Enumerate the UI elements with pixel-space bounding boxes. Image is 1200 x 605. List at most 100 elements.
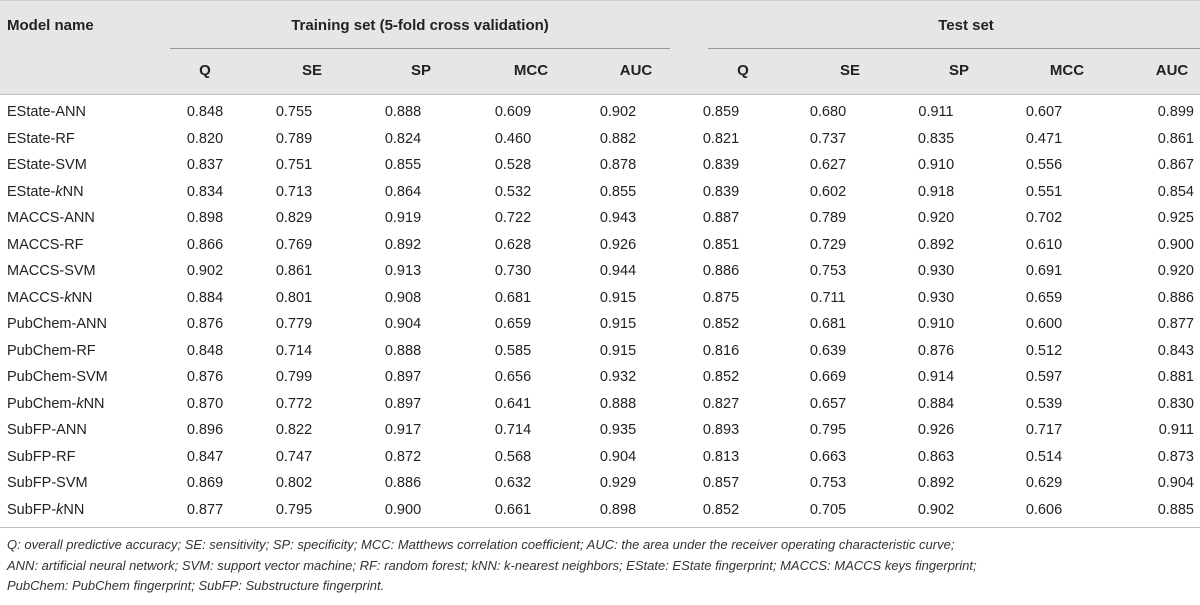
test-metric-cell: 0.839 <box>702 157 740 174</box>
header-train-se: SE <box>301 62 323 79</box>
train-metric-cell: 0.876 <box>186 316 224 333</box>
test-metric-cell: 0.705 <box>809 501 847 518</box>
train-metric-cell: 0.919 <box>384 210 422 227</box>
test-metric-cell: 0.910 <box>917 157 955 174</box>
train-metric-cell: 0.935 <box>599 422 637 439</box>
test-metric-cell: 0.606 <box>1025 501 1063 518</box>
train-metric-cell: 0.848 <box>186 342 224 359</box>
train-metric-cell: 0.799 <box>275 369 313 386</box>
test-metric-cell: 0.859 <box>702 104 740 121</box>
train-metric-cell: 0.888 <box>384 104 422 121</box>
train-metric-cell: 0.834 <box>186 183 224 200</box>
test-metric-cell: 0.877 <box>1157 316 1194 333</box>
train-metric-cell: 0.769 <box>275 236 313 253</box>
test-metric-cell: 0.892 <box>917 475 955 492</box>
train-metric-cell: 0.751 <box>275 157 313 174</box>
train-metric-cell: 0.886 <box>384 475 422 492</box>
test-group-rule <box>708 48 1200 49</box>
model-name-cell: EState-SVM <box>7 157 87 174</box>
train-metric-cell: 0.917 <box>384 422 422 439</box>
table-row: PubChem-ANN 0.876 0.779 0.904 0.659 0.915 0.85… <box>0 311 1200 338</box>
train-metric-cell: 0.641 <box>494 395 532 412</box>
train-metric-cell: 0.864 <box>384 183 422 200</box>
test-metric-cell: 0.867 <box>1157 157 1194 174</box>
train-metric-cell: 0.661 <box>494 501 532 518</box>
test-metric-cell: 0.657 <box>809 395 847 412</box>
table-row: SubFP-ANN 0.896 0.822 0.917 0.714 0.935 0.893 0… <box>0 417 1200 444</box>
test-metric-cell: 0.910 <box>917 316 955 333</box>
test-metric-cell: 0.663 <box>809 448 847 465</box>
train-metric-cell: 0.847 <box>186 448 224 465</box>
test-metric-cell: 0.881 <box>1157 369 1194 386</box>
train-metric-cell: 0.585 <box>494 342 532 359</box>
test-metric-cell: 0.886 <box>702 263 740 280</box>
train-metric-cell: 0.915 <box>599 289 637 306</box>
model-name-cell: EState-ANN <box>7 104 86 121</box>
header-test-auc: AUC <box>1155 62 1189 79</box>
test-metric-cell: 0.857 <box>702 475 740 492</box>
header-train-sp: SP <box>410 62 432 79</box>
test-metric-cell: 0.911 <box>918 104 954 121</box>
test-metric-cell: 0.629 <box>1025 475 1063 492</box>
train-metric-cell: 0.878 <box>599 157 637 174</box>
test-metric-cell: 0.691 <box>1025 263 1063 280</box>
train-metric-cell: 0.801 <box>275 289 313 306</box>
train-metric-cell: 0.902 <box>186 263 224 280</box>
test-metric-cell: 0.835 <box>917 130 955 147</box>
train-metric-cell: 0.855 <box>384 157 422 174</box>
train-metric-cell: 0.460 <box>494 130 532 147</box>
test-metric-cell: 0.852 <box>702 369 740 386</box>
train-metric-cell: 0.870 <box>186 395 224 412</box>
test-metric-cell: 0.886 <box>1157 289 1194 306</box>
test-metric-cell: 0.892 <box>917 236 955 253</box>
train-metric-cell: 0.869 <box>186 475 224 492</box>
test-metric-cell: 0.551 <box>1025 183 1063 200</box>
header-model-name: Model name <box>7 17 94 34</box>
test-metric-cell: 0.827 <box>702 395 740 412</box>
model-name-cell: SubFP-ANN <box>7 422 87 439</box>
test-metric-cell: 0.861 <box>1157 130 1194 147</box>
top-rule <box>0 0 1200 1</box>
table-footnote: Q: overall predictive accuracy; SE: sens… <box>7 535 1195 597</box>
footnote-line: Q: overall predictive accuracy; SE: sens… <box>7 537 955 552</box>
test-metric-cell: 0.925 <box>1157 210 1194 227</box>
model-name-cell: EState-kNN <box>7 183 84 200</box>
test-metric-cell: 0.821 <box>702 130 740 147</box>
test-metric-cell: 0.471 <box>1025 130 1063 147</box>
train-metric-cell: 0.848 <box>186 104 224 121</box>
test-metric-cell: 0.753 <box>809 263 847 280</box>
header-training-group: Training set (5-fold cross validation) <box>291 17 549 34</box>
table-row: EState-SVM 0.837 0.751 0.855 0.528 0.878 0.839… <box>0 152 1200 179</box>
model-name-cell: PubChem-kNN <box>7 395 105 412</box>
train-metric-cell: 0.713 <box>275 183 313 200</box>
train-metric-cell: 0.904 <box>384 316 422 333</box>
table-row: MACCS-RF 0.866 0.769 0.892 0.628 0.926 0.851 0.… <box>0 232 1200 259</box>
train-metric-cell: 0.802 <box>275 475 313 492</box>
train-metric-cell: 0.915 <box>599 342 637 359</box>
test-metric-cell: 0.851 <box>702 236 740 253</box>
train-metric-cell: 0.755 <box>275 104 313 121</box>
model-name-cell: MACCS-ANN <box>7 210 95 227</box>
test-metric-cell: 0.680 <box>809 104 847 121</box>
test-metric-cell: 0.893 <box>702 422 740 439</box>
train-metric-cell: 0.882 <box>599 130 637 147</box>
test-metric-cell: 0.875 <box>702 289 740 306</box>
train-metric-cell: 0.714 <box>494 422 532 439</box>
table-row: SubFP-kNN 0.877 0.795 0.900 0.661 0.898 0.852 0… <box>0 497 1200 524</box>
train-metric-cell: 0.932 <box>599 369 637 386</box>
footnote-line: ANN: artificial neural network; SVM: sup… <box>7 557 977 573</box>
test-metric-cell: 0.597 <box>1025 369 1063 386</box>
model-name-cell: PubChem-SVM <box>7 369 108 386</box>
test-metric-cell: 0.600 <box>1025 316 1063 333</box>
train-metric-cell: 0.913 <box>384 263 422 280</box>
table-row: EState-ANN 0.848 0.755 0.888 0.609 0.902 0.859… <box>0 99 1200 126</box>
train-metric-cell: 0.656 <box>494 369 532 386</box>
model-name-cell: PubChem-ANN <box>7 316 107 333</box>
model-name-cell: EState-RF <box>7 130 75 147</box>
header-bottom-rule <box>0 94 1200 95</box>
header-train-mcc: MCC <box>513 62 549 79</box>
train-metric-cell: 0.944 <box>599 263 637 280</box>
footnote-line: PubChem: PubChem fingerprint; SubFP: Sub… <box>7 578 385 593</box>
test-metric-cell: 0.514 <box>1025 448 1063 465</box>
test-metric-cell: 0.753 <box>809 475 847 492</box>
